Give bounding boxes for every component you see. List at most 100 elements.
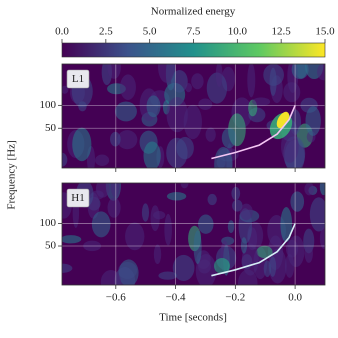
spectrogram-texture	[83, 240, 102, 252]
spectrogram-texture	[215, 64, 223, 88]
colorbar-tick-label: 7.5	[187, 26, 201, 38]
colorbar-tick-label: 5.0	[143, 26, 157, 38]
spectrogram-texture	[107, 197, 121, 218]
spectrogram-texture	[290, 191, 305, 212]
spectrogram-texture	[191, 73, 204, 90]
panel-frame	[61, 182, 326, 286]
spectrogram-texture	[166, 97, 188, 133]
y-tick-label: 100	[40, 99, 57, 111]
spectrogram-texture	[198, 214, 214, 234]
spectrogram-texture	[247, 64, 256, 98]
spectrogram-texture	[207, 193, 217, 206]
spectrogram-texture	[287, 235, 305, 268]
spectrogram-texture	[115, 101, 137, 122]
spectrogram-texture	[183, 104, 202, 140]
y-tick-label: 50	[45, 122, 57, 134]
colorbar	[61, 42, 326, 58]
spectrogram-texture	[269, 256, 277, 277]
spectrogram-texture	[143, 141, 161, 168]
spectrogram-panel	[62, 64, 325, 168]
spectrogram-texture	[195, 253, 217, 285]
spectrogram-texture	[62, 235, 82, 244]
spectrogram-texture	[193, 230, 202, 265]
spectrogram-texture	[153, 244, 162, 265]
x-tick-label: −0.6	[106, 292, 126, 304]
spectrogram-texture	[107, 64, 121, 79]
spectrogram-texture	[304, 183, 315, 196]
spectrogram-texture	[110, 183, 120, 198]
spectrogram-texture	[180, 183, 189, 189]
track-line	[211, 105, 296, 160]
spectrogram-texture	[319, 227, 325, 249]
spectrogram-texture	[281, 129, 299, 163]
spectrogram-panel	[62, 183, 325, 285]
spectrogram-texture	[305, 106, 321, 136]
spectrogram-texture	[289, 109, 302, 135]
spectrogram-texture	[241, 243, 259, 276]
spectrogram-texture	[95, 154, 110, 166]
spectrogram-texture	[240, 237, 248, 254]
panel-frame	[61, 63, 326, 169]
colorbar-tick-label: 10.0	[228, 26, 248, 38]
x-tick-label: −0.4	[166, 292, 186, 304]
spectrogram-texture	[62, 152, 68, 167]
spectrogram-texture	[214, 146, 233, 168]
colorbar-label: Normalized energy	[151, 6, 236, 18]
y-tick-label: 50	[45, 240, 57, 252]
spectrogram-texture	[317, 64, 325, 81]
spectrogram-texture	[214, 258, 230, 274]
spectrogram-texture	[125, 222, 145, 251]
spectrogram-texture	[91, 190, 104, 200]
spectrogram-texture	[100, 270, 121, 285]
spectrogram-texture	[120, 74, 136, 101]
spectrogram-texture	[153, 210, 166, 220]
y-axis-label: Frequency [Hz]	[6, 140, 18, 209]
spectrogram-texture	[205, 127, 216, 142]
spectrogram-texture	[158, 271, 178, 280]
x-tick-label: −0.2	[225, 292, 245, 304]
spectrogram-texture	[252, 97, 271, 107]
spectrogram-texture	[62, 263, 73, 273]
colorbar-tick-label: 0.0	[55, 26, 69, 38]
legend-label: L1	[72, 73, 84, 85]
legend-box	[66, 69, 90, 89]
spectrogram-texture	[227, 220, 235, 234]
spectrogram-texture	[164, 213, 172, 246]
spectrogram-texture	[176, 136, 194, 160]
y-tick-label: 100	[40, 217, 57, 229]
spectrogram-texture	[319, 183, 325, 196]
spectrogram-texture	[263, 260, 272, 278]
spectrogram-texture	[141, 203, 150, 222]
spectrogram-texture	[72, 127, 92, 162]
spectrogram-texture	[62, 85, 69, 94]
spectrogram-texture	[185, 82, 192, 93]
spectrogram-texture	[231, 186, 241, 200]
spectrogram-texture	[309, 197, 325, 232]
spectrogram-texture	[109, 131, 121, 147]
spectrogram-texture	[280, 206, 293, 243]
track-line	[211, 223, 296, 277]
spectrogram-texture	[166, 191, 187, 201]
legend-box	[66, 188, 90, 208]
spectrogram-texture	[198, 98, 213, 110]
spectrogram-texture	[172, 254, 195, 281]
colorbar-tick-label: 12.5	[272, 26, 292, 38]
colorbar-tick-label: 2.5	[99, 26, 113, 38]
spectrogram-texture	[256, 245, 273, 259]
x-axis-label: Time [seconds]	[159, 312, 227, 324]
x-tick-label: 0.0	[288, 292, 302, 304]
spectrogram-texture	[269, 67, 277, 96]
spectrogram-texture	[232, 199, 243, 212]
spectrogram-texture	[304, 244, 313, 263]
spectrogram-texture	[91, 211, 111, 238]
spectrogram-texture	[239, 203, 253, 221]
colorbar-tick-label: 15.0	[315, 26, 335, 38]
spectrogram-texture	[117, 130, 138, 150]
spectrogram-texture	[157, 64, 176, 83]
legend-label: H1	[71, 192, 84, 204]
spectrogram-texture	[291, 64, 309, 80]
spectrogram-texture	[146, 95, 161, 118]
spectrogram-texture	[221, 127, 237, 149]
